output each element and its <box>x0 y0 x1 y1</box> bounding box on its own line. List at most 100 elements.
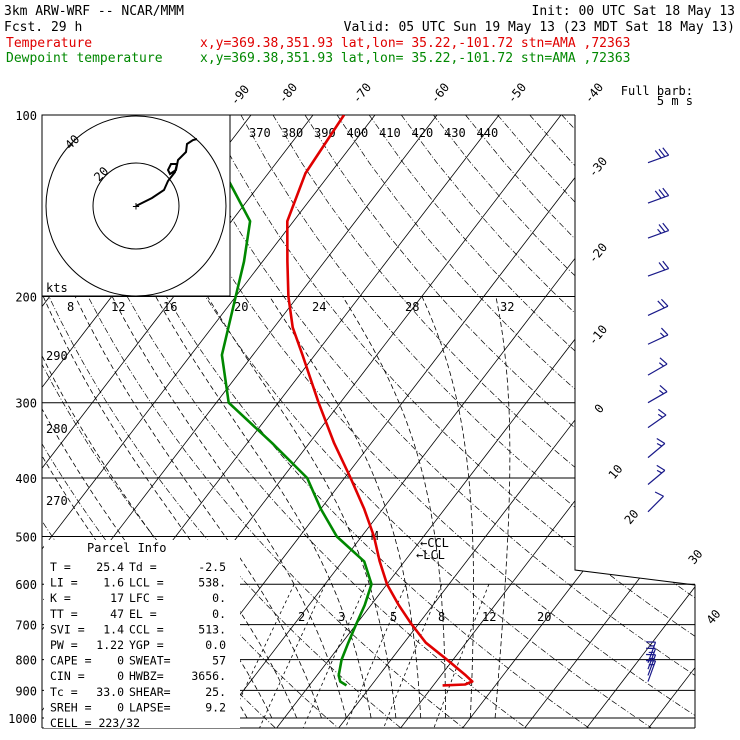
parcel-key: SHEAR= <box>129 685 171 699</box>
wind-barb <box>647 357 668 376</box>
init-time: Init: 00 UTC Sat 18 May 13 <box>532 4 736 19</box>
parcel-key: LCL = <box>129 576 164 590</box>
dry-adiabat <box>112 115 653 728</box>
isotherm <box>42 115 314 728</box>
barb-half <box>658 362 664 367</box>
parcel-value: 25. <box>205 685 226 699</box>
pressure-label: 200 <box>15 291 37 305</box>
barb-flag <box>656 464 666 471</box>
dry-adiabat <box>401 115 695 728</box>
isotherm-label: -70 <box>350 80 375 106</box>
parcel-key: HWBZ= <box>129 669 164 683</box>
isotherm <box>522 115 695 728</box>
parcel-value: 47 <box>110 607 124 621</box>
barb-staff <box>647 334 669 345</box>
parcel-value: 0.0 <box>205 638 226 652</box>
moist-adiabat-label: 16 <box>163 300 177 314</box>
mixing-ratio-line <box>343 584 407 728</box>
moist-adiabat-label: 12 <box>111 300 125 314</box>
parcel-key: EL = <box>129 607 157 621</box>
parcel-cell: CELL = 223/32 <box>50 716 140 730</box>
wind-barb <box>647 260 670 277</box>
parcel-value: 0 <box>117 654 124 668</box>
wind-barb <box>647 384 668 404</box>
wind-barb <box>647 222 670 239</box>
barb-staff <box>647 195 669 204</box>
parcel-info-panel: Parcel Info T = 25.4 Td = -2.5 LI = 1.6 LCL = 5… <box>44 540 240 730</box>
dry-adiabat <box>529 115 695 728</box>
theta-e-label: 400 <box>347 126 369 140</box>
wind-barb <box>647 327 669 345</box>
wind-barb <box>647 147 670 164</box>
moist-adiabat <box>421 296 475 719</box>
mixing-ratio-label: 3 <box>338 610 345 624</box>
pressure-label: 300 <box>15 397 37 411</box>
isotherm <box>584 115 695 728</box>
parcel-key: Td = <box>129 560 157 574</box>
theta-e-label: 420 <box>412 126 434 140</box>
dry-adiabat <box>176 115 695 728</box>
mixing-ratio-line <box>301 584 367 728</box>
barb-flag <box>658 262 666 271</box>
dry-adiabat <box>336 115 695 728</box>
barb-staff <box>647 363 668 376</box>
parcel-key: SWEAT= <box>129 654 171 668</box>
wind-barb <box>647 408 667 429</box>
parcel-key: K = <box>50 591 71 605</box>
parcel-value: 25.4 <box>96 560 124 574</box>
barb-flag <box>662 222 670 231</box>
parcel-key: SVI = <box>50 622 85 636</box>
parcel-key: Tc = <box>50 685 78 699</box>
isotherm-label: -50 <box>505 80 530 106</box>
barb-flag <box>659 357 668 365</box>
legend-temperature-location: x,y=369.38,351.93 lat,lon= 35.22,-101.72… <box>200 36 630 51</box>
barb-half <box>658 389 664 395</box>
parcel-value: 0 <box>117 669 124 683</box>
wind-barb <box>647 464 666 485</box>
isotherm-label: 40 <box>704 607 724 627</box>
isotherm <box>336 115 695 728</box>
theta-e-label: 440 <box>477 126 499 140</box>
mixing-ratio-label: 2 <box>298 610 305 624</box>
moist-adiabat <box>494 296 511 719</box>
barb-flag <box>657 300 665 309</box>
dry-adiabat-label: 270 <box>46 494 68 508</box>
theta-e-label: 370 <box>249 126 271 140</box>
barb-flag <box>656 438 666 444</box>
isotherm <box>0 115 3 731</box>
barb-staff <box>647 154 669 164</box>
barb-staff <box>647 660 657 682</box>
barb-flag <box>658 224 666 233</box>
mixing-ratio-label: 20 <box>537 610 551 624</box>
dry-adiabat <box>593 115 695 728</box>
valid-time: Valid: 05 UTC Sun 19 May 13 (23 MDT Sat … <box>344 20 735 35</box>
barb-key-units: 5 m s <box>657 94 693 108</box>
barb-staff <box>647 495 664 513</box>
model-title: 3km ARW-WRF -- NCAR/MMM <box>4 4 184 19</box>
parcel-key: PW = <box>50 638 78 652</box>
parcel-value: 0. <box>212 591 226 605</box>
pressure-label: 100 <box>15 109 37 123</box>
hodograph-trace <box>135 138 198 207</box>
parcel-value: 513. <box>198 622 226 636</box>
barb-flag <box>658 189 666 198</box>
mixing-ratio-line <box>382 584 443 728</box>
moist-adiabat-label: 28 <box>405 300 419 314</box>
parcel-key: TT = <box>50 607 78 621</box>
parcel-value: 0. <box>212 607 226 621</box>
parcel-key: T = <box>50 560 71 574</box>
moist-adiabat-label: 20 <box>234 300 248 314</box>
barb-staff <box>647 414 667 429</box>
dry-adiabat <box>465 115 695 728</box>
parcel-value: 1.4 <box>103 622 124 636</box>
parcel-value: 57 <box>212 654 226 668</box>
moist-adiabat-label: 32 <box>500 300 514 314</box>
isotherm-label: 30 <box>686 547 706 567</box>
barb-half <box>657 228 662 234</box>
parcel-key: YGP = <box>129 638 164 652</box>
legend-temperature: Temperature <box>6 36 92 51</box>
legend-dewpoint-location: x,y=369.38,351.93 lat,lon= 35.22,-101.72… <box>200 51 630 66</box>
barb-key-label: Full barb: <box>621 84 693 98</box>
dry-adiabat <box>42 115 339 728</box>
